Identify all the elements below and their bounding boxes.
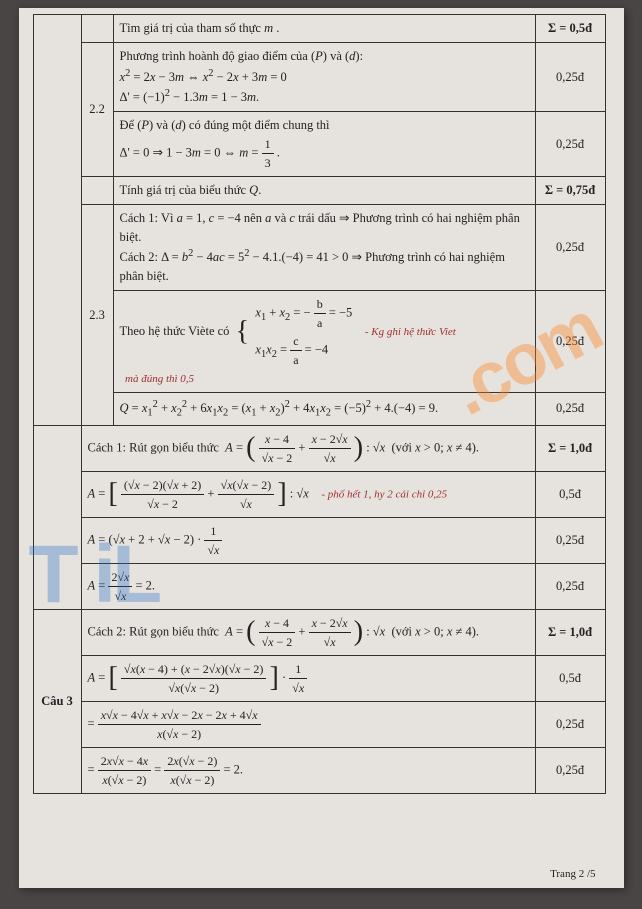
cell: = 2x√x − 4xx(√x − 2) = 2x(√x − 2)x(√x − … <box>81 748 535 794</box>
cell: Cách 1: Vì a = 1, c = −4 nên a và c trái… <box>113 204 535 290</box>
cell: A = (√x + 2 + √x − 2) · 1√x <box>81 518 535 564</box>
cell: Theo hệ thức Viète có { x1 + x2 = − ba =… <box>113 290 535 392</box>
col-b: 2.3 <box>81 204 113 425</box>
page-footer: Trang 2 /5 <box>550 868 595 880</box>
score: Σ = 0,5đ <box>535 15 605 43</box>
score: 0,25đ <box>535 42 605 112</box>
col-b <box>81 177 113 205</box>
cell: Tính giá trị của biểu thức Q. <box>113 177 535 205</box>
score: 0,25đ <box>535 702 605 748</box>
score: Σ = 0,75đ <box>535 177 605 205</box>
score: 0,25đ <box>535 748 605 794</box>
cell: Tìm giá trị của tham số thực m . <box>113 15 535 43</box>
cell: Q = x12 + x22 + 6x1x2 = (x1 + x2)2 + 4x1… <box>113 392 535 425</box>
score: 0,25đ <box>535 518 605 564</box>
col-b: 2.2 <box>81 42 113 176</box>
cell: A = [ √x(x − 4) + (x − 2√x)(√x − 2)√x(√x… <box>81 656 535 702</box>
score: Σ = 1,0đ <box>535 426 605 472</box>
col-a <box>33 426 81 610</box>
score: 0,25đ <box>535 392 605 425</box>
cell: A = [ (√x − 2)(√x + 2)√x − 2 + √x(√x − 2… <box>81 472 535 518</box>
col-b <box>81 15 113 43</box>
score: 0,5đ <box>535 656 605 702</box>
score: 0,25đ <box>535 290 605 392</box>
solution-table: Tìm giá trị của tham số thực m .Σ = 0,5đ… <box>33 14 606 794</box>
cell: Cách 2: Rút gọn biểu thức A = ( x − 4√x … <box>81 610 535 656</box>
page: .com T iL Tìm giá trị của tham số thực m… <box>19 8 624 888</box>
cell: Để (P) và (d) có đúng một điểm chung thì… <box>113 112 535 177</box>
score: 0,25đ <box>535 204 605 290</box>
score: 0,25đ <box>535 564 605 610</box>
cau-label: Câu 3 <box>33 610 81 794</box>
score: 0,5đ <box>535 472 605 518</box>
cell: = x√x − 4√x + x√x − 2x − 2x + 4√xx(√x − … <box>81 702 535 748</box>
cell: A = 2√x√x = 2. <box>81 564 535 610</box>
score: 0,25đ <box>535 112 605 177</box>
score: Σ = 1,0đ <box>535 610 605 656</box>
col-a-blank <box>33 15 81 426</box>
cell: Cách 1: Rút gọn biểu thức A = ( x − 4√x … <box>81 426 535 472</box>
cell: Phương trình hoành độ giao điểm của (P) … <box>113 42 535 112</box>
